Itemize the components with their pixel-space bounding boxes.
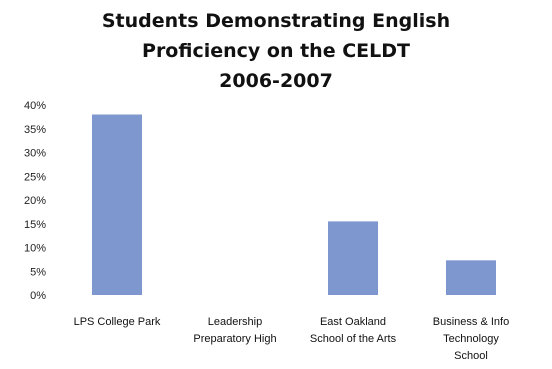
x-category-label: LPS College Park xyxy=(74,316,161,328)
chart-title-line-3: 2006-2007 xyxy=(219,70,333,92)
bar xyxy=(92,114,142,295)
chart-title-line-2: Proficiency on the CELDT xyxy=(142,40,410,62)
y-tick-label: 30% xyxy=(24,148,46,160)
y-tick-label: 35% xyxy=(24,124,46,136)
bar xyxy=(328,221,378,295)
x-category-label: Leadership xyxy=(208,316,262,328)
y-tick-label: 15% xyxy=(24,219,46,231)
y-tick-label: 0% xyxy=(30,290,46,302)
y-tick-label: 25% xyxy=(24,171,46,183)
bar xyxy=(446,260,496,295)
y-tick-label: 20% xyxy=(24,195,46,207)
x-category-label: School xyxy=(454,350,488,362)
x-category-label: Technology xyxy=(443,333,499,345)
y-tick-label: 5% xyxy=(30,266,46,278)
chart-title: Students Demonstrating English Proficien… xyxy=(0,6,552,96)
chart-title-line-1: Students Demonstrating English xyxy=(101,10,451,32)
x-category-label: Business & Info xyxy=(433,316,509,328)
x-category-label: East Oakland xyxy=(320,316,386,328)
x-category-label: School of the Arts xyxy=(310,333,397,345)
y-tick-label: 10% xyxy=(24,243,46,255)
y-tick-label: 40% xyxy=(24,100,46,112)
x-category-label: Preparatory High xyxy=(193,333,276,345)
